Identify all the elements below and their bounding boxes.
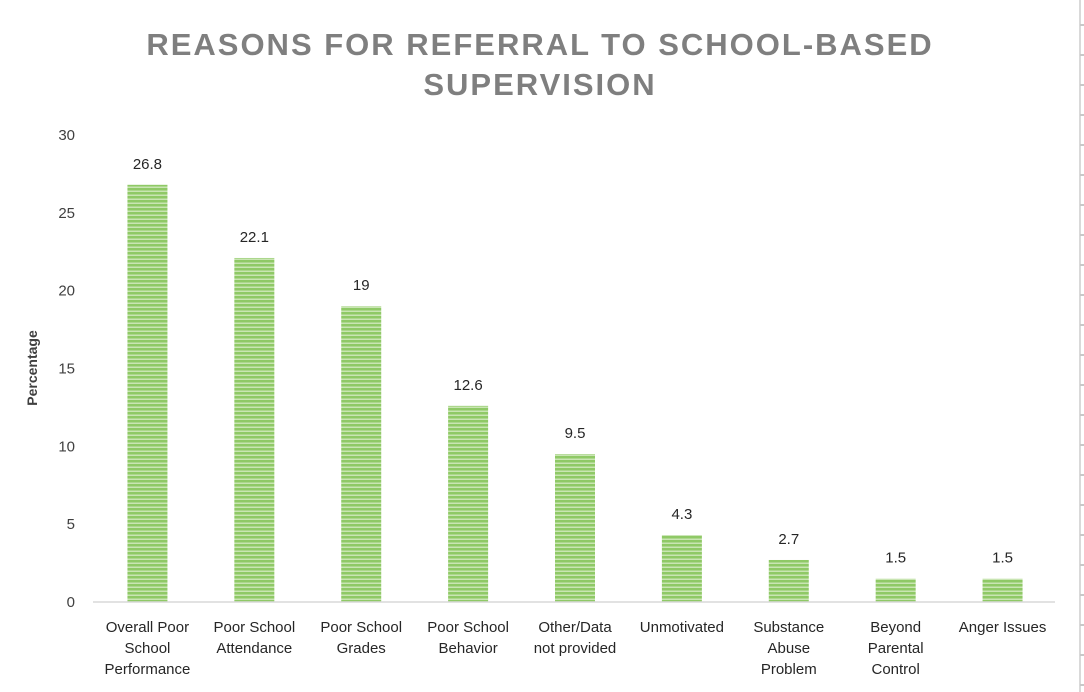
data-label: 9.5: [565, 425, 586, 442]
y-tick-label: 20: [58, 283, 75, 300]
data-label: 4.3: [671, 506, 692, 523]
x-tick-label: Unmotivated: [640, 619, 724, 636]
x-tick-label: Attendance: [216, 640, 292, 657]
data-label: 1.5: [992, 550, 1013, 567]
x-tick-label: Grades: [337, 640, 386, 657]
bar: [982, 578, 1023, 602]
bar: [234, 257, 275, 602]
x-tick-label: Control: [871, 661, 919, 678]
chart-title-line-2: SUPERVISION: [423, 67, 656, 102]
data-label: 26.8: [133, 156, 162, 173]
x-tick-label: Performance: [105, 661, 191, 678]
x-tick-label: Parental: [868, 640, 924, 657]
data-label: 12.6: [454, 377, 483, 394]
x-tick-label: School: [125, 640, 171, 657]
x-tick-label: Poor School: [427, 619, 509, 636]
x-tick-label: Poor School: [213, 619, 295, 636]
data-label: 19: [353, 277, 370, 294]
x-tick-label: Abuse: [768, 640, 811, 657]
data-label: 22.1: [240, 229, 269, 246]
y-tick-label: 15: [58, 361, 75, 378]
x-tick-label: Overall Poor: [106, 619, 189, 636]
x-tick-label: Anger Issues: [959, 619, 1047, 636]
y-tick-label: 0: [67, 594, 75, 611]
y-tick-label: 30: [58, 127, 75, 144]
bar: [661, 535, 702, 602]
x-tick-label: Substance: [753, 619, 824, 636]
x-tick-label: Behavior: [439, 640, 498, 657]
bar: [341, 306, 382, 602]
y-tick-label: 25: [58, 205, 75, 222]
bar: [448, 405, 489, 602]
data-label: 1.5: [885, 550, 906, 567]
y-tick-label: 5: [67, 516, 75, 533]
y-axis-label: Percentage: [24, 330, 40, 406]
bar: [875, 578, 916, 602]
y-tick-label: 10: [58, 438, 75, 455]
x-tick-label: Other/Data: [538, 619, 612, 636]
data-label: 2.7: [778, 531, 799, 548]
chart-title-line-1: REASONS FOR REFERRAL TO SCHOOL-BASED: [146, 27, 933, 62]
x-tick-label: Poor School: [320, 619, 402, 636]
bar: [768, 559, 809, 602]
x-tick-label: Problem: [761, 661, 817, 678]
bar: [555, 454, 595, 602]
x-tick-label: not provided: [534, 640, 617, 657]
x-tick-label: Beyond: [870, 619, 921, 636]
bar: [127, 184, 168, 602]
